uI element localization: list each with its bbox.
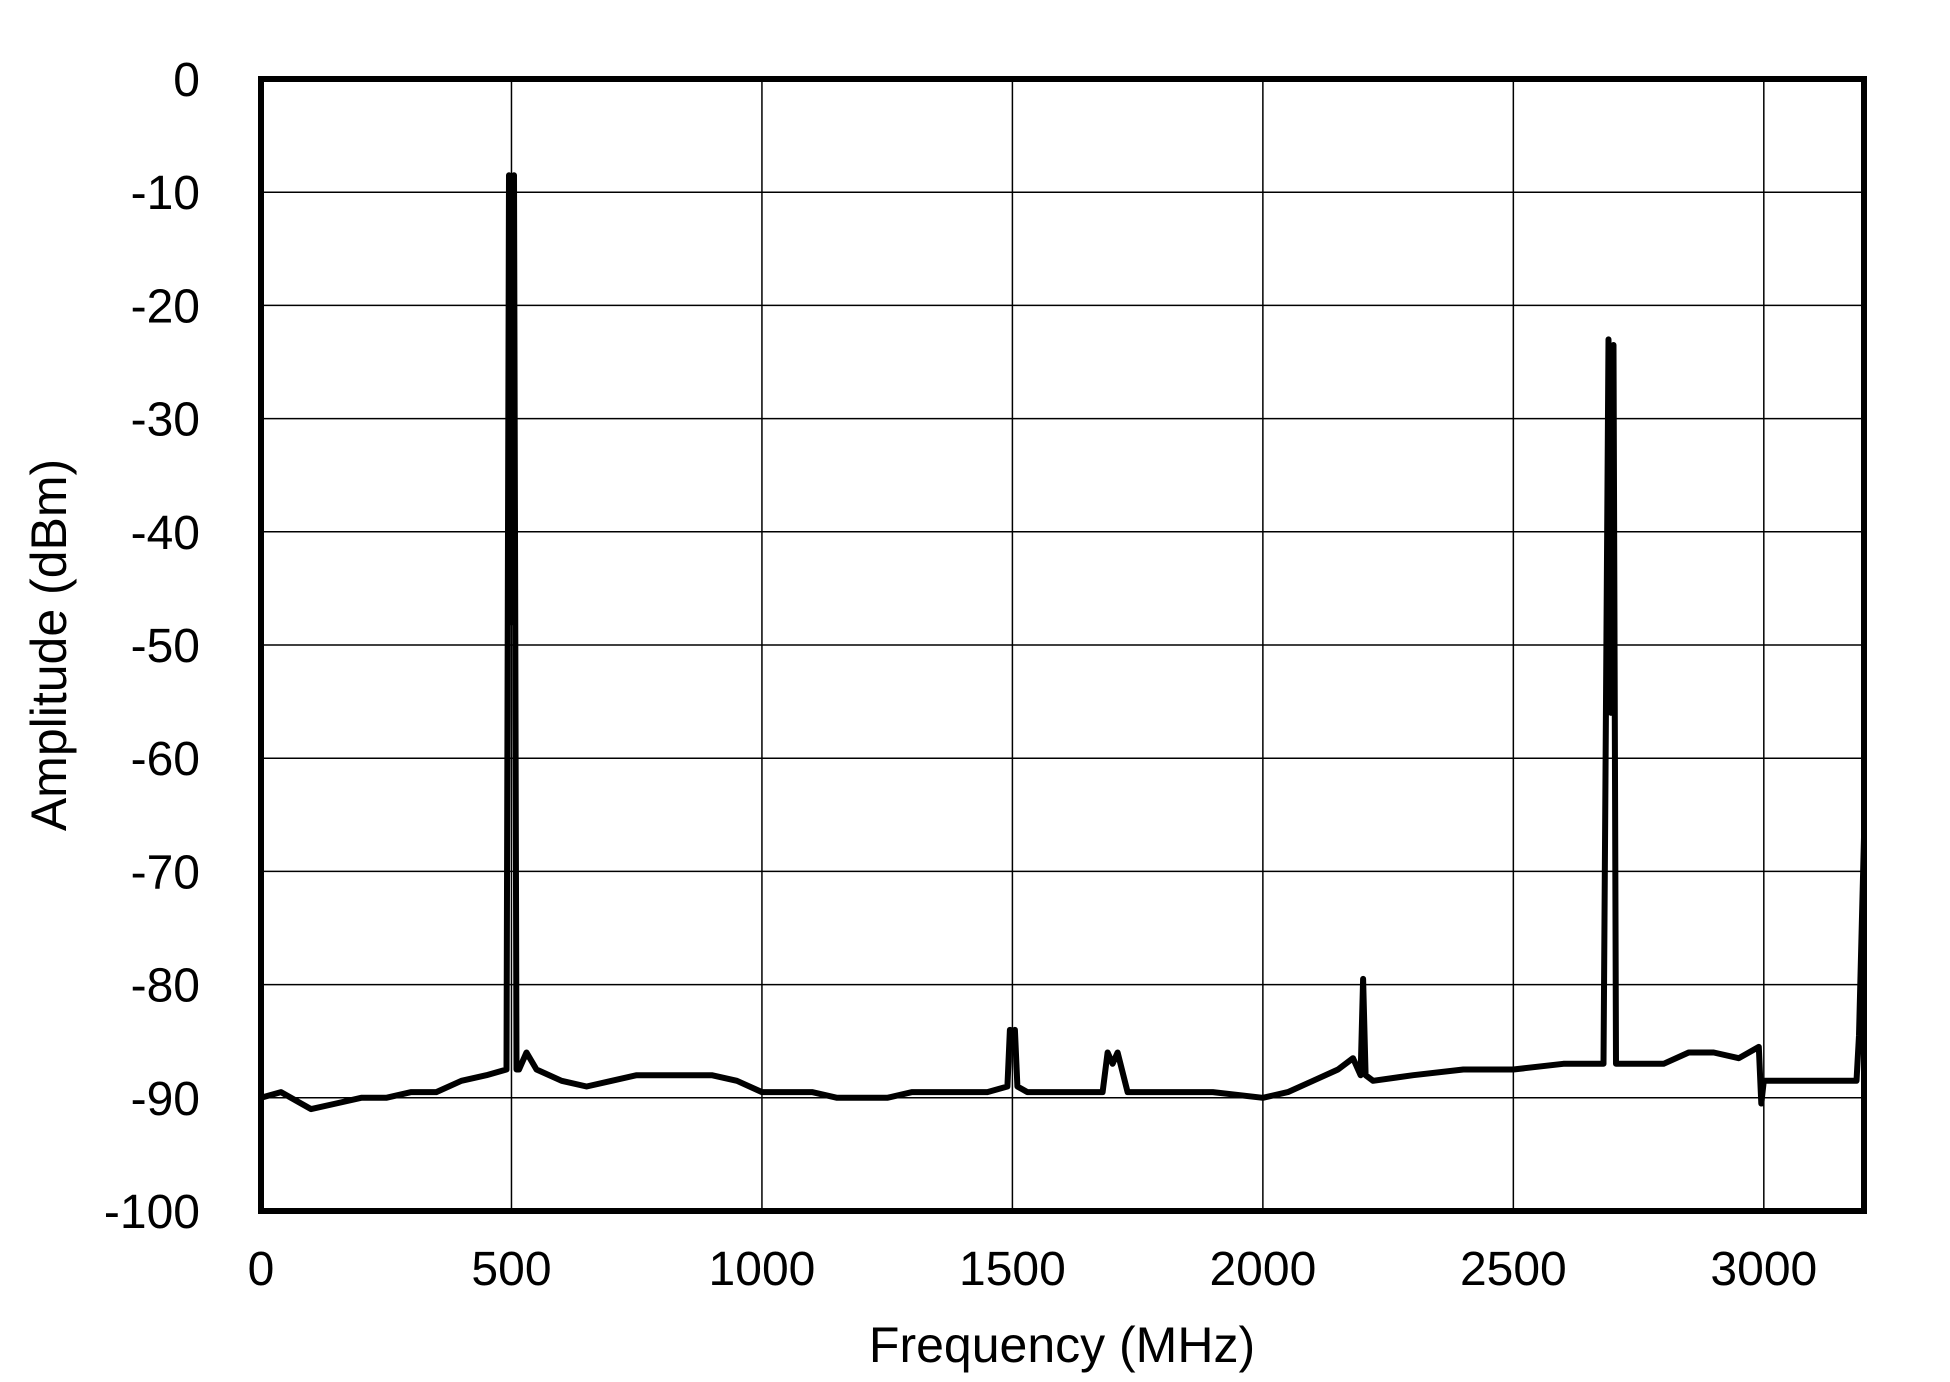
x-tick-labels: 0 500 1000 1500 2000 2500 3000: [248, 1243, 1818, 1296]
x-tick-label: 1500: [959, 1243, 1066, 1296]
y-tick-label: -40: [131, 507, 200, 560]
x-tick-label: 3000: [1710, 1243, 1817, 1296]
x-tick-label: 2000: [1209, 1243, 1316, 1296]
x-tick-label: 500: [471, 1243, 551, 1296]
series-layer: [258, 172, 1867, 1113]
x-tick-label: 1000: [709, 1243, 816, 1296]
y-tick-label: -30: [131, 394, 200, 447]
x-tick-label: 2500: [1460, 1243, 1567, 1296]
y-tick-label: -100: [104, 1186, 200, 1239]
y-tick-label: -90: [131, 1073, 200, 1126]
y-tick-label: -50: [131, 620, 200, 673]
y-axis-title: Amplitude (dBm): [21, 459, 77, 831]
y-tick-label: -80: [131, 960, 200, 1013]
y-tick-label: -20: [131, 280, 200, 333]
y-tick-label: -60: [131, 733, 200, 786]
y-tick-label: -10: [131, 167, 200, 220]
y-tick-label: 0: [173, 54, 200, 107]
grid: [261, 79, 1864, 1211]
spectrum-series-line: [258, 172, 1867, 1113]
y-tick-labels: 0 -10 -20 -30 -40 -50 -60 -70 -80 -90 -100: [104, 54, 200, 1239]
x-axis-title: Frequency (MHz): [869, 1317, 1255, 1373]
y-tick-label: -70: [131, 846, 200, 899]
plot-frame: [258, 76, 1867, 1214]
x-tick-label: 0: [248, 1243, 275, 1296]
